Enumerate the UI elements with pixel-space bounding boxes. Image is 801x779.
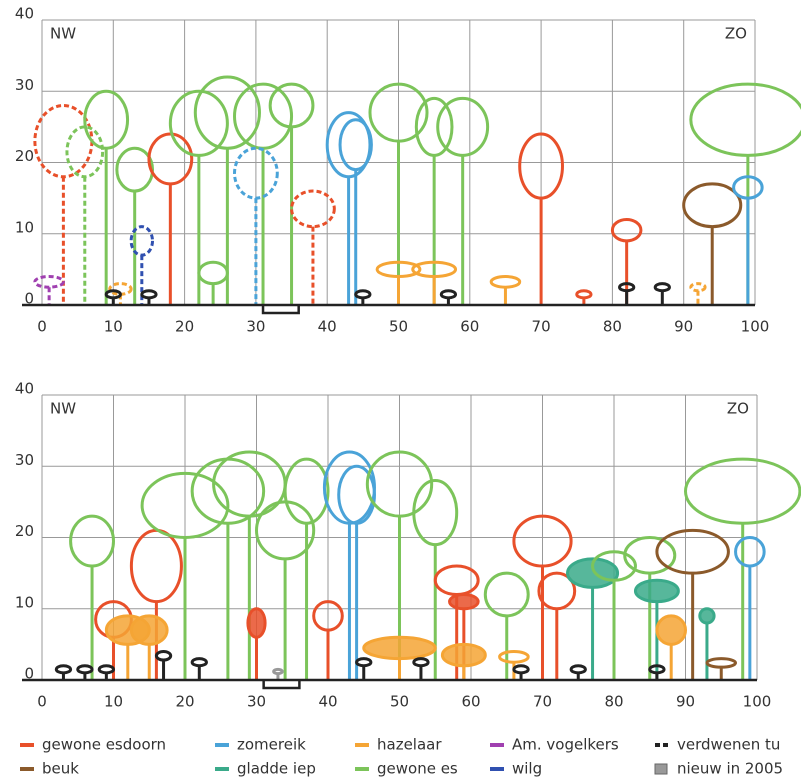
tree-crown: [485, 573, 528, 616]
tree-crown: [691, 284, 705, 291]
tree-crown: [214, 452, 286, 516]
tree-crown: [357, 659, 371, 666]
y-tick-label: 20: [15, 522, 34, 540]
tree-crown: [686, 459, 800, 523]
corner-label: NW: [50, 25, 76, 43]
y-tick-label: 20: [15, 147, 34, 165]
x-tick-label: 0: [37, 693, 47, 711]
corner-label: ZO: [727, 400, 749, 418]
tree-crown: [99, 666, 113, 673]
y-tick-label: 30: [15, 76, 34, 94]
tree-crown: [56, 666, 70, 673]
tree-crown: [736, 538, 765, 567]
y-tick-label: 30: [15, 451, 34, 469]
tree-crown: [577, 291, 591, 298]
tree-crown: [156, 652, 170, 661]
x-tick-label: 30: [246, 318, 265, 336]
legend-swatch: [655, 764, 667, 774]
tree-crown: [274, 669, 283, 673]
tree-crown: [199, 262, 228, 283]
x-tick-label: 0: [37, 318, 47, 336]
tree-crown: [192, 659, 206, 666]
tree-crown: [657, 616, 686, 645]
tree-crown: [435, 566, 478, 595]
tree-crown: [364, 637, 436, 658]
tree-crown: [414, 481, 457, 545]
tree-crown: [149, 134, 192, 184]
forest-profile: 0102030405060708090100010203040NWZO01020…: [0, 0, 801, 779]
tree-crown: [450, 595, 479, 609]
tree-crown: [691, 84, 801, 155]
tree-crown: [71, 516, 114, 566]
y-tick-label: 10: [15, 218, 34, 236]
tree-crown: [500, 652, 529, 663]
x-tick-label: 40: [318, 318, 337, 336]
tree-crown: [67, 127, 103, 177]
tree-crown: [131, 616, 167, 645]
tree-crown: [292, 191, 335, 227]
legend-label: nieuw in 2005: [677, 760, 783, 778]
legend-label: zomereik: [237, 736, 306, 754]
x-tick-label: 100: [741, 318, 770, 336]
y-tick-label: 40: [15, 5, 34, 23]
x-tick-label: 10: [104, 318, 123, 336]
x-tick-label: 80: [603, 318, 622, 336]
x-tick-label: 70: [532, 318, 551, 336]
legend-label: gladde iep: [237, 760, 316, 778]
x-tick-label: 60: [460, 318, 479, 336]
x-tick-label: 10: [104, 693, 123, 711]
x-tick-label: 90: [674, 318, 693, 336]
tree-crown: [117, 148, 153, 191]
x-tick-label: 80: [604, 693, 623, 711]
legend-label: gewone es: [377, 760, 458, 778]
x-tick-label: 20: [175, 693, 194, 711]
tree-crown: [655, 284, 669, 291]
tree-crown: [571, 666, 585, 673]
tree-crown: [356, 291, 370, 298]
x-tick-label: 20: [175, 318, 194, 336]
tree-crown: [142, 291, 156, 298]
legend-label: wilg: [512, 760, 542, 778]
tree-crown: [414, 659, 428, 666]
tree-crown: [657, 530, 729, 573]
x-tick-label: 40: [318, 693, 337, 711]
tree-crown: [78, 666, 92, 673]
x-tick-label: 30: [247, 693, 266, 711]
x-tick-label: 50: [390, 693, 409, 711]
tree-crown: [248, 609, 265, 638]
tree-crown: [85, 91, 128, 148]
tree-crown: [612, 220, 641, 241]
tree-crown: [442, 644, 485, 665]
tree-crown: [707, 659, 736, 668]
tree-crown: [684, 184, 741, 227]
legend-label: Am. vogelkers: [512, 736, 619, 754]
tree-crown: [700, 609, 714, 623]
y-tick-label: 40: [15, 380, 34, 398]
tree-crown: [35, 106, 92, 177]
legend-label: verdwenen tu: [677, 736, 780, 754]
panel: 0102030405060708090100010203040NWZO: [15, 380, 800, 711]
legend-label: gewone esdoorn: [42, 736, 166, 754]
y-tick-label: 10: [15, 593, 34, 611]
tree-crown: [235, 84, 292, 148]
x-tick-label: 60: [461, 693, 480, 711]
tree-crown: [514, 666, 528, 673]
tree-crown: [438, 98, 488, 155]
corner-label: NW: [50, 400, 76, 418]
legend-label: hazelaar: [377, 736, 442, 754]
x-tick-label: 70: [533, 693, 552, 711]
x-tick-label: 90: [676, 693, 695, 711]
x-tick-label: 100: [743, 693, 772, 711]
tree-crown: [441, 291, 455, 298]
tree-crown: [35, 277, 64, 288]
tree-crown: [491, 277, 520, 288]
tree-crown: [131, 530, 181, 601]
tree-crown: [635, 580, 678, 601]
x-tick-label: 50: [389, 318, 408, 336]
legend-label: beuk: [42, 760, 79, 778]
corner-label: ZO: [725, 25, 747, 43]
